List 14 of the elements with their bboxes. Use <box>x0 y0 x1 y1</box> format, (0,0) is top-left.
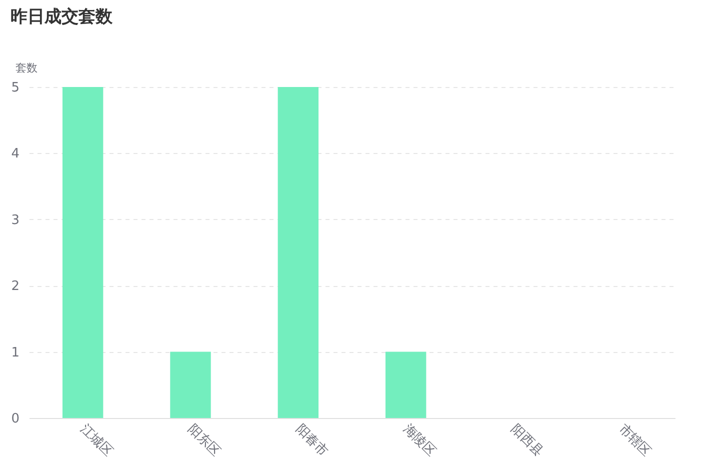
y-tick-label: 2 <box>11 279 20 294</box>
y-tick-label: 5 <box>11 80 20 96</box>
y-tick-label: 4 <box>11 146 20 162</box>
x-tick-label: 阳春市 <box>292 422 331 460</box>
x-tick-label: 市辖区 <box>616 422 654 460</box>
y-axis-title: 套数 <box>16 62 38 74</box>
y-tick-label: 0 <box>11 412 20 426</box>
chart-title: 昨日成交套数 <box>10 7 114 27</box>
y-tick-label: 3 <box>11 212 20 228</box>
x-tick-label: 阳东区 <box>184 422 224 460</box>
y-tick-label: 1 <box>11 345 20 360</box>
x-tick-label: 海陵区 <box>400 422 438 460</box>
x-tick-label: 阳西县 <box>508 422 546 460</box>
x-tick-label: 江城区 <box>77 422 116 460</box>
